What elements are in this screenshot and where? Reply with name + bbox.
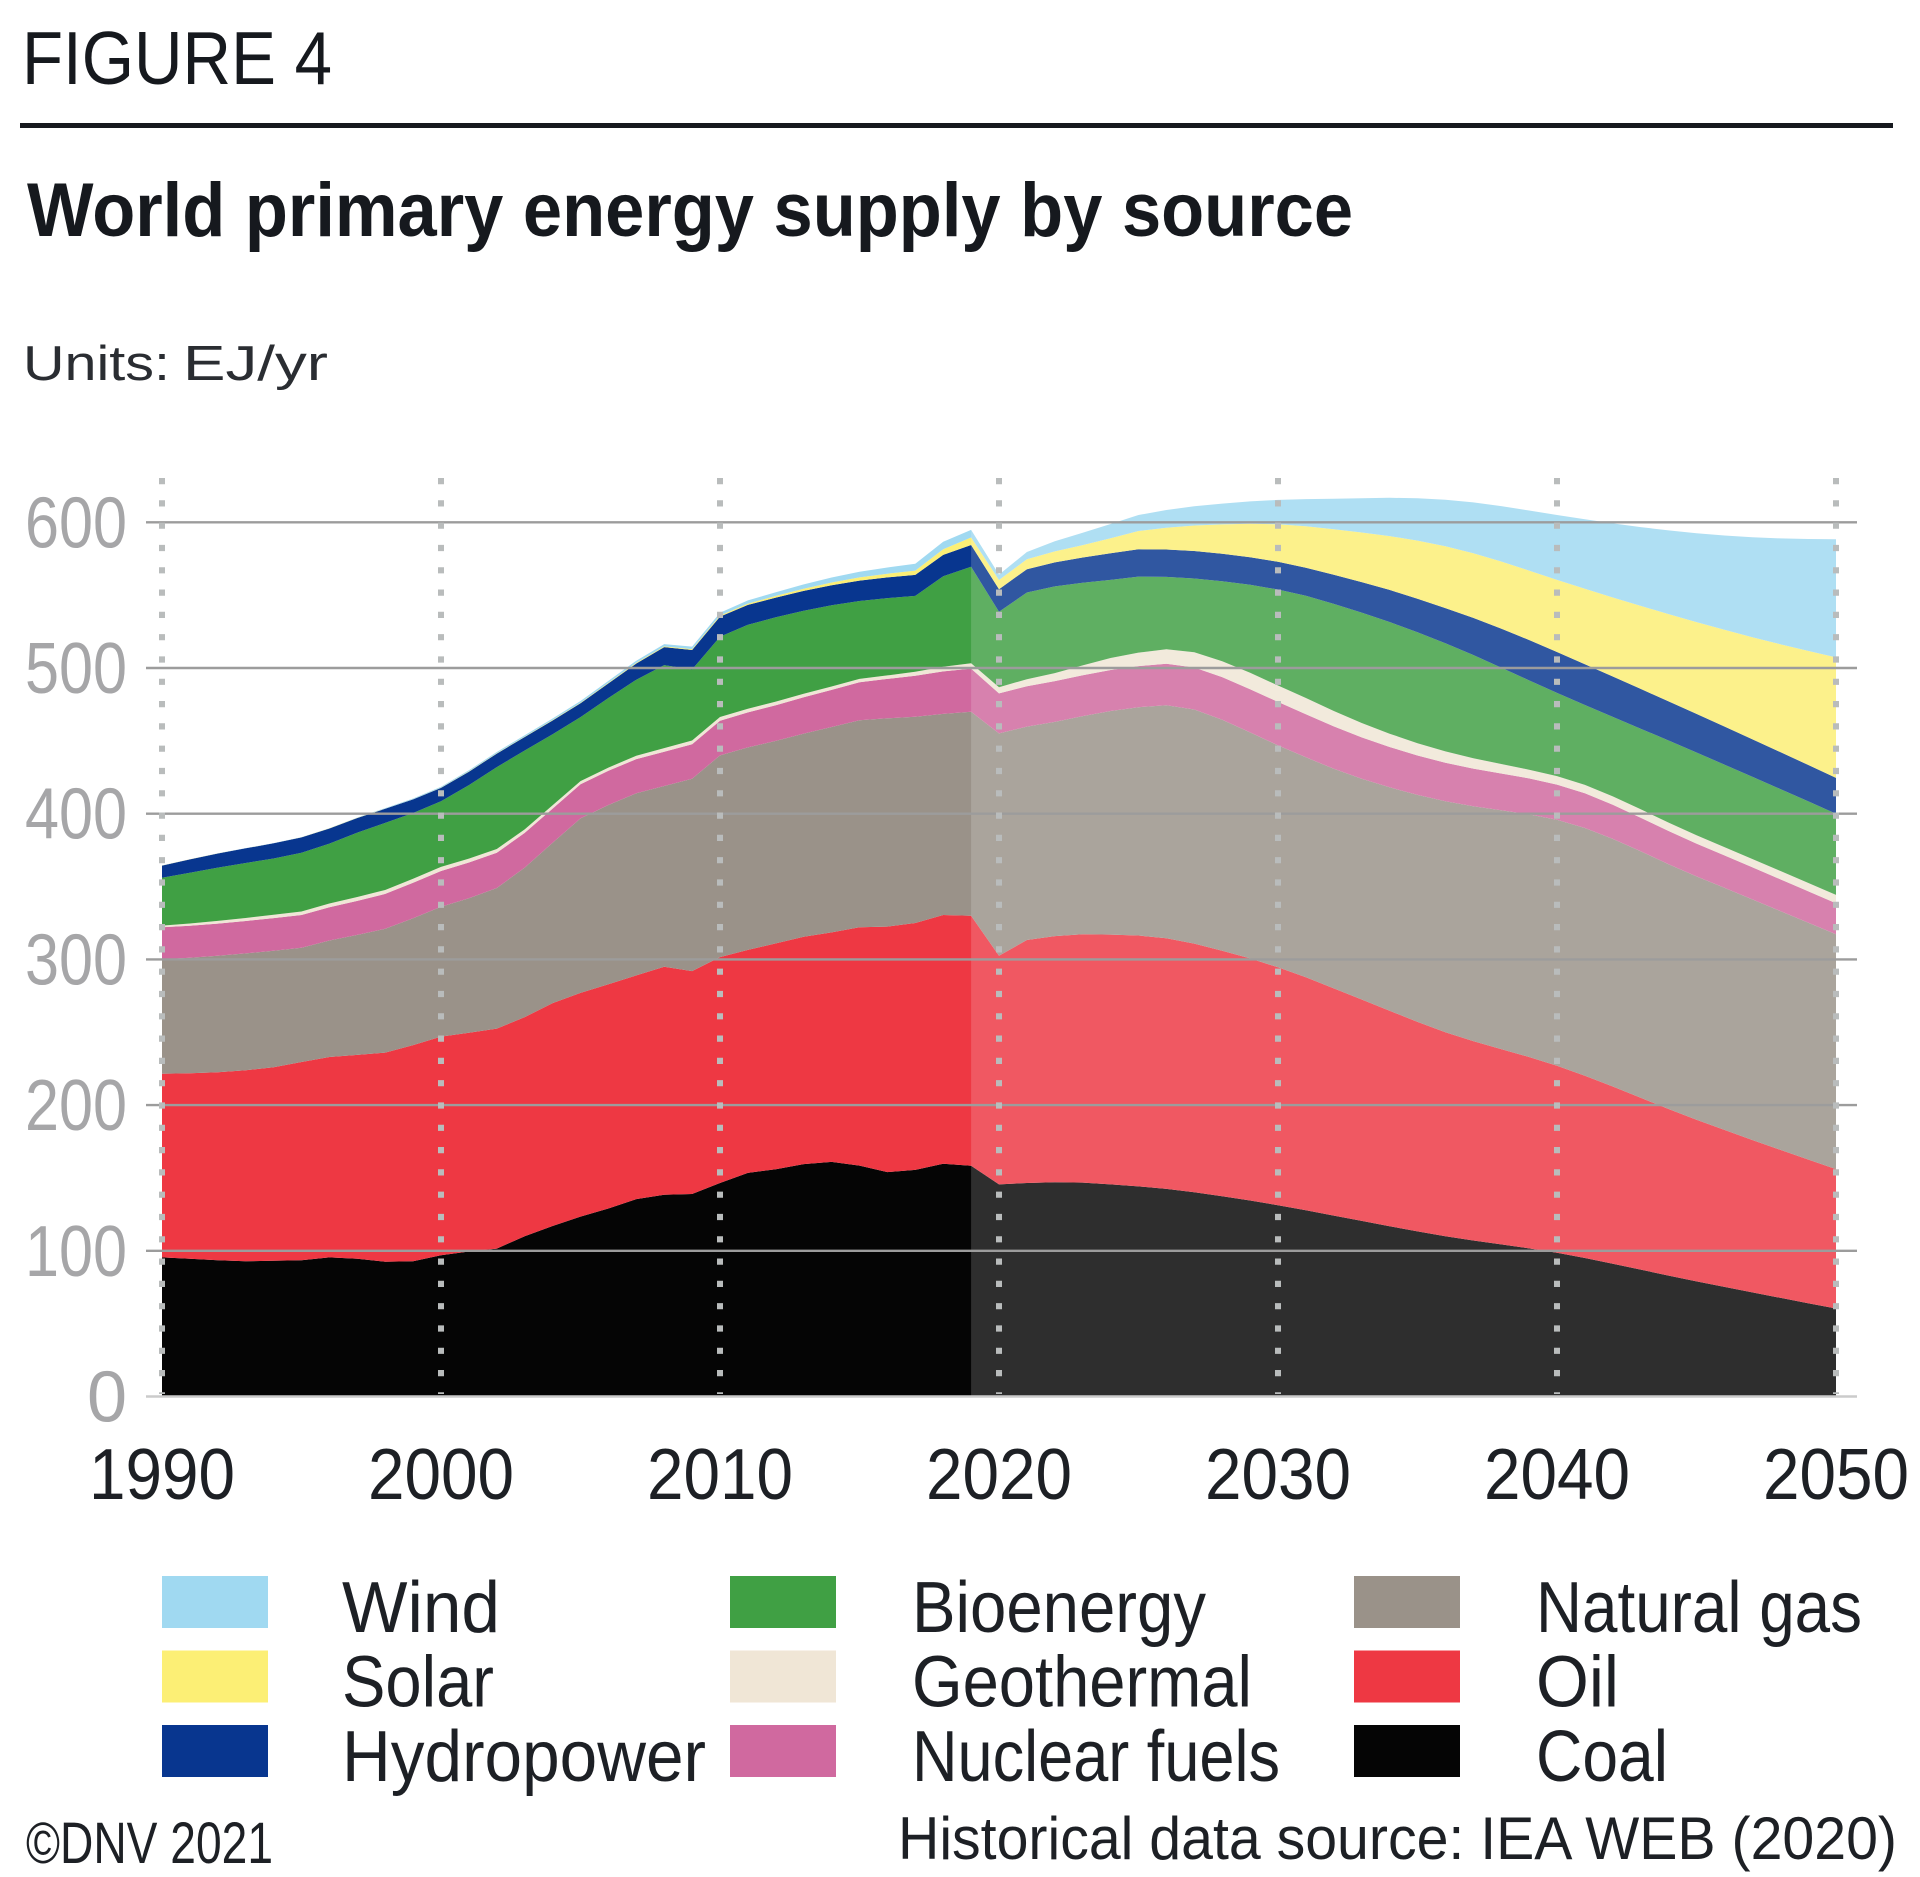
svg-text:2030: 2030 <box>1205 1435 1351 1515</box>
svg-text:1990: 1990 <box>89 1435 235 1515</box>
svg-text:FIGURE 4: FIGURE 4 <box>22 16 332 100</box>
svg-text:500: 500 <box>25 629 127 709</box>
svg-text:Nuclear fuels: Nuclear fuels <box>912 1717 1280 1797</box>
svg-text:2020: 2020 <box>926 1435 1072 1515</box>
svg-text:Oil: Oil <box>1536 1643 1619 1723</box>
svg-text:Hydropower: Hydropower <box>342 1717 706 1797</box>
svg-text:0: 0 <box>87 1358 127 1438</box>
svg-text:EJ/yr: EJ/yr <box>183 337 328 391</box>
svg-text:Solar: Solar <box>342 1643 494 1723</box>
svg-text:Bioenergy: Bioenergy <box>912 1568 1206 1648</box>
svg-text:Units:: Units: <box>23 337 170 391</box>
svg-text:2010: 2010 <box>647 1435 793 1515</box>
svg-text:Natural gas: Natural gas <box>1536 1568 1862 1648</box>
svg-text:2050: 2050 <box>1763 1435 1909 1515</box>
svg-text:100: 100 <box>25 1212 127 1292</box>
svg-text:©DNV 2021: ©DNV 2021 <box>26 1811 273 1876</box>
svg-text:300: 300 <box>25 920 127 1000</box>
svg-text:Geothermal: Geothermal <box>912 1643 1252 1723</box>
svg-text:200: 200 <box>25 1066 127 1146</box>
svg-text:2000: 2000 <box>368 1435 514 1515</box>
svg-text:600: 600 <box>25 483 127 563</box>
svg-text:400: 400 <box>25 775 127 855</box>
svg-text:Wind: Wind <box>342 1568 500 1648</box>
svg-text:Coal: Coal <box>1536 1717 1668 1797</box>
svg-text:2040: 2040 <box>1484 1435 1630 1515</box>
svg-text:World primary energy supply by: World primary energy supply by source <box>27 168 1353 253</box>
svg-text:Historical data source: IEA WE: Historical data source: IEA WEB (2020) <box>898 1805 1897 1872</box>
